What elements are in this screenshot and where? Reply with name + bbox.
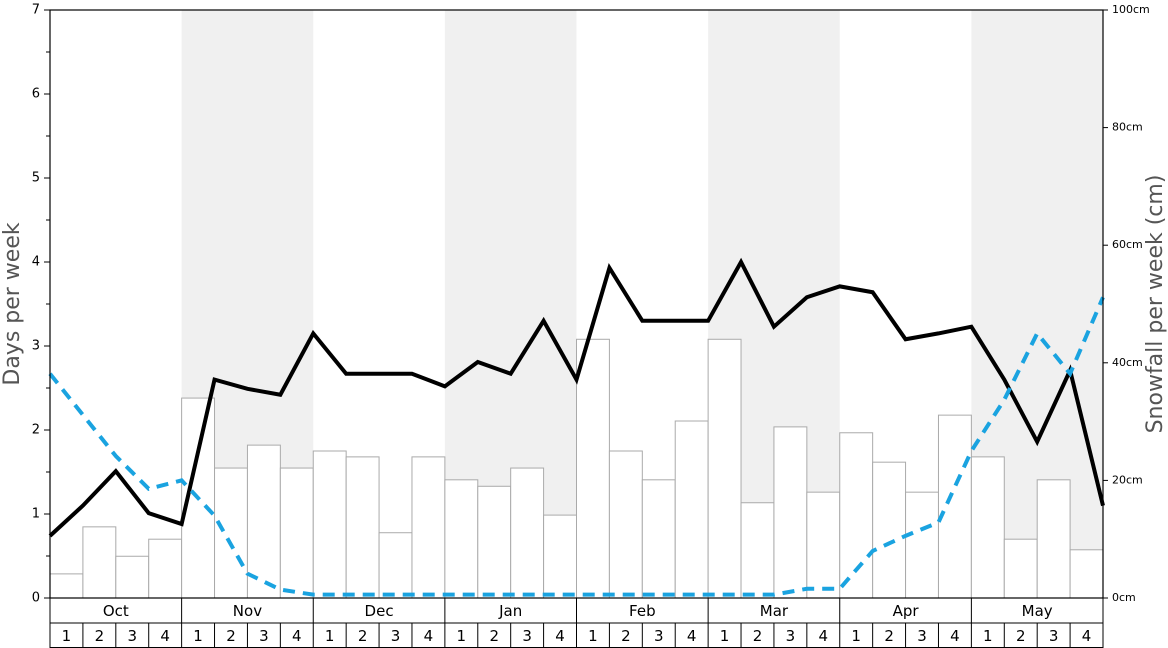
week-label: 4: [424, 627, 434, 645]
week-label: 1: [457, 627, 467, 645]
bar: [477, 485, 512, 599]
week-label: 3: [654, 627, 664, 645]
week-label: 4: [1082, 627, 1092, 645]
bar: [279, 467, 314, 599]
y-tick-label: 7: [32, 3, 40, 18]
y-tick-label: 1: [32, 507, 40, 522]
bar: [444, 479, 479, 599]
y2-tick-label: 20cm: [1112, 473, 1143, 486]
bar: [345, 456, 380, 599]
month-label: Nov: [233, 602, 262, 620]
y2-axis-label: Snowfall per week (cm): [1143, 175, 1168, 434]
week-label: 1: [325, 627, 335, 645]
y2-tick-label: 60cm: [1112, 238, 1143, 251]
week-label: 2: [489, 627, 499, 645]
week-label: 1: [983, 627, 993, 645]
week-label: 2: [884, 627, 894, 645]
bar: [543, 514, 577, 599]
bar: [970, 456, 1005, 599]
week-label: 4: [950, 627, 960, 645]
month-label: Jan: [498, 602, 522, 620]
week-label: 4: [555, 627, 565, 645]
bar: [1003, 538, 1038, 599]
y2-tick-label: 0cm: [1112, 591, 1136, 604]
bar: [937, 414, 972, 599]
month-label: Oct: [103, 602, 129, 620]
week-label: 4: [292, 627, 302, 645]
week-label: 1: [193, 627, 203, 645]
bar: [510, 467, 545, 599]
line: [48, 257, 1105, 538]
dashed-line: [48, 296, 1105, 597]
bar: [214, 467, 248, 599]
bar: [641, 479, 676, 599]
week-label: 4: [160, 627, 170, 645]
bar: [839, 432, 874, 599]
month-label: Mar: [760, 602, 789, 620]
week-label: 2: [753, 627, 763, 645]
bar: [378, 532, 413, 599]
week-label: 3: [259, 627, 269, 645]
y-tick-label: 4: [32, 255, 40, 270]
week-label: 2: [1016, 627, 1026, 645]
week-label: 3: [391, 627, 401, 645]
bar: [1036, 479, 1071, 599]
week-label: 1: [588, 627, 598, 645]
bar: [312, 450, 347, 599]
bar: [148, 538, 183, 599]
bar: [411, 456, 446, 599]
y2-tick-label: 40cm: [1112, 356, 1143, 369]
week-label: 1: [851, 627, 861, 645]
month-label: Apr: [893, 602, 920, 620]
week-label: 1: [720, 627, 730, 645]
month-label: Dec: [365, 602, 394, 620]
bar: [82, 526, 117, 599]
y-tick-label: 0: [32, 591, 40, 606]
week-label: 3: [917, 627, 927, 645]
week-label: 2: [621, 627, 631, 645]
y2-tick-label: 100cm: [1112, 3, 1150, 16]
week-label: 2: [226, 627, 236, 645]
week-label: 3: [127, 627, 137, 645]
bar: [707, 338, 742, 599]
y2-tick-label: 80cm: [1112, 121, 1143, 134]
week-label: 3: [522, 627, 532, 645]
bar: [1069, 549, 1104, 599]
bar: [740, 502, 775, 599]
bar: [806, 491, 841, 599]
bar: [576, 338, 610, 599]
bar: [905, 491, 939, 599]
y-tick-label: 5: [32, 171, 40, 186]
y-tick-label: 6: [32, 87, 40, 102]
week-label: 4: [687, 627, 697, 645]
y-axis-label: Days per week: [0, 222, 25, 385]
bar: [674, 420, 709, 599]
week-label: 3: [1049, 627, 1059, 645]
week-label: 2: [358, 627, 368, 645]
bar: [608, 450, 643, 599]
bar: [773, 426, 808, 599]
month-label: May: [1022, 602, 1053, 620]
week-label: 2: [95, 627, 105, 645]
bar: [115, 555, 150, 599]
week-label: 1: [62, 627, 72, 645]
bar: [246, 444, 281, 599]
month-label: Feb: [629, 602, 656, 620]
bar: [49, 573, 84, 599]
week-label: 4: [819, 627, 829, 645]
y-tick-label: 2: [32, 423, 40, 438]
week-label: 3: [786, 627, 796, 645]
bar: [872, 461, 907, 599]
y-tick-label: 3: [32, 339, 40, 354]
